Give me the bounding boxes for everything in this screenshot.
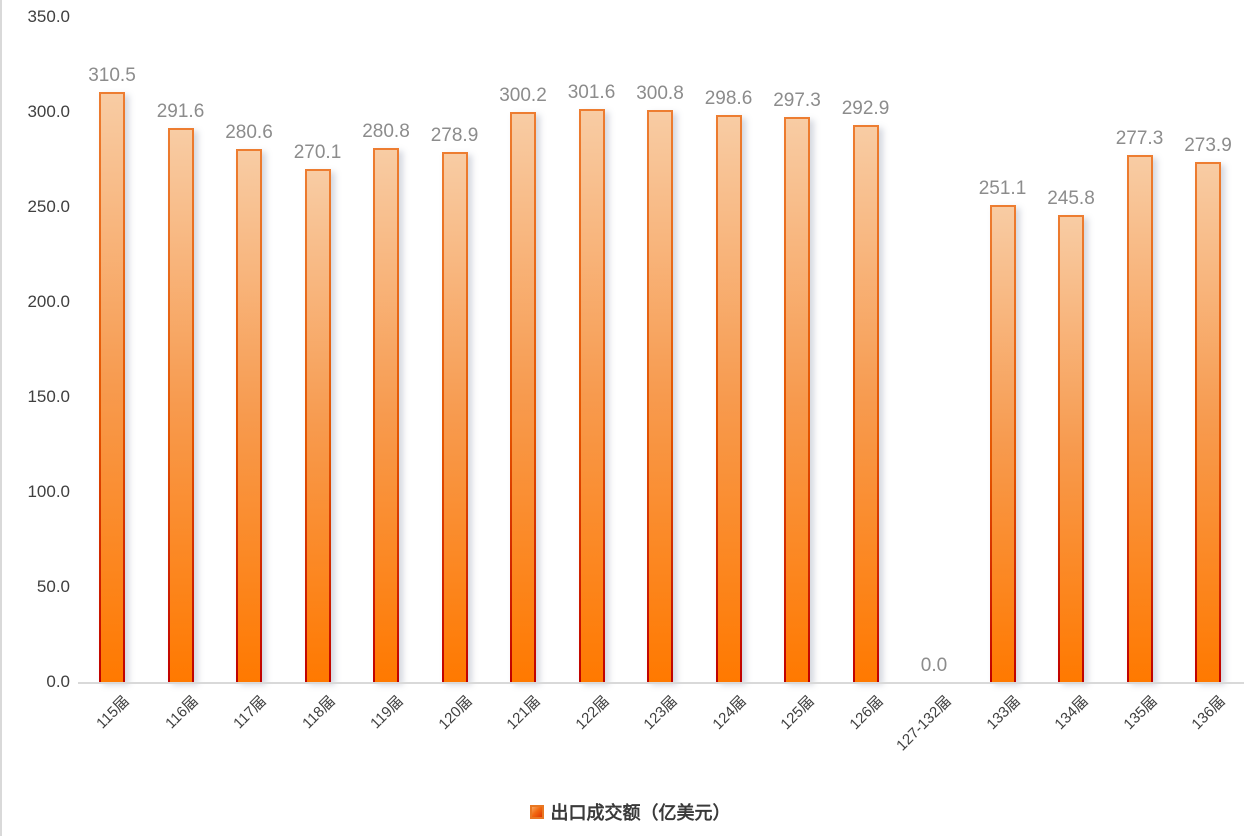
data-label: 300.8 xyxy=(636,83,684,105)
data-label: 251.1 xyxy=(978,177,1027,199)
x-axis-tick-label: 123届 xyxy=(640,692,681,734)
bar xyxy=(784,117,810,682)
data-label: 297.3 xyxy=(773,90,821,112)
x-axis-tick-label: 115届 xyxy=(93,692,133,733)
x-axis-tick-label: 121届 xyxy=(503,692,544,734)
bar xyxy=(441,152,468,682)
bar xyxy=(304,168,331,682)
y-axis-tick-label: 350.0 xyxy=(27,7,70,26)
bar-fill xyxy=(1197,163,1219,682)
bar-fill xyxy=(580,110,603,682)
bar-fill xyxy=(101,94,123,682)
bar-fill xyxy=(649,112,671,682)
data-label: 277.3 xyxy=(1115,128,1164,150)
y-axis-tick-label: 250.0 xyxy=(27,197,70,216)
data-label: 300.2 xyxy=(499,84,547,106)
bar-fill xyxy=(238,150,260,682)
data-label: 0.0 xyxy=(920,655,948,676)
bar-fill xyxy=(854,127,877,682)
bar-fill xyxy=(1060,216,1082,682)
bar-fill xyxy=(443,154,466,682)
bar xyxy=(578,108,605,682)
data-label: 278.9 xyxy=(430,125,479,147)
bar-fill xyxy=(169,129,192,682)
data-label: 301.6 xyxy=(567,81,616,103)
bar xyxy=(1195,161,1221,682)
x-axis-tick-label: 117届 xyxy=(230,692,270,733)
data-label: 280.6 xyxy=(225,121,273,143)
bar xyxy=(852,125,879,682)
x-axis-tick-label: 119届 xyxy=(367,692,407,733)
legend: 出口成交额（亿美元） xyxy=(2,799,1258,825)
bar-fill xyxy=(1128,157,1151,682)
bar xyxy=(1126,155,1153,682)
data-label: 280.8 xyxy=(362,121,410,143)
x-axis-tick-label: 125届 xyxy=(777,692,818,734)
x-axis-line xyxy=(78,682,1244,684)
x-axis-tick-label: 127-132届 xyxy=(893,692,955,755)
data-label: 291.6 xyxy=(156,100,205,122)
bar-fill xyxy=(306,170,329,682)
bar xyxy=(989,204,1016,682)
bar-fill xyxy=(786,119,808,682)
data-label: 298.6 xyxy=(704,87,753,109)
bar-fill xyxy=(717,116,740,682)
bar xyxy=(236,148,262,682)
bar-fill xyxy=(991,206,1014,682)
data-label: 245.8 xyxy=(1047,187,1095,209)
legend-label: 出口成交额（亿美元） xyxy=(550,803,731,823)
data-label: 292.9 xyxy=(841,98,890,120)
data-label: 310.5 xyxy=(88,65,136,87)
bar xyxy=(1058,214,1084,682)
x-axis-tick-label: 134届 xyxy=(1051,692,1092,734)
data-label: 273.9 xyxy=(1184,134,1232,156)
bar xyxy=(510,111,536,682)
y-axis-tick-label: 100.0 xyxy=(27,482,70,501)
bar-fill xyxy=(512,113,534,682)
legend-swatch-icon xyxy=(529,805,544,819)
y-axis-tick-label: 50.0 xyxy=(36,577,70,596)
y-axis-tick-label: 0.0 xyxy=(46,672,70,691)
bar xyxy=(167,127,194,682)
bar-fill xyxy=(375,150,397,682)
bar xyxy=(99,92,125,682)
y-axis-tick-label: 150.0 xyxy=(27,387,70,406)
bar xyxy=(647,110,673,682)
y-axis-tick-label: 300.0 xyxy=(27,102,70,121)
x-axis-tick-label: 136届 xyxy=(1188,692,1229,734)
bar xyxy=(715,114,742,682)
data-label: 270.1 xyxy=(293,141,342,163)
y-axis-tick-label: 200.0 xyxy=(27,292,70,311)
bar xyxy=(373,148,399,682)
